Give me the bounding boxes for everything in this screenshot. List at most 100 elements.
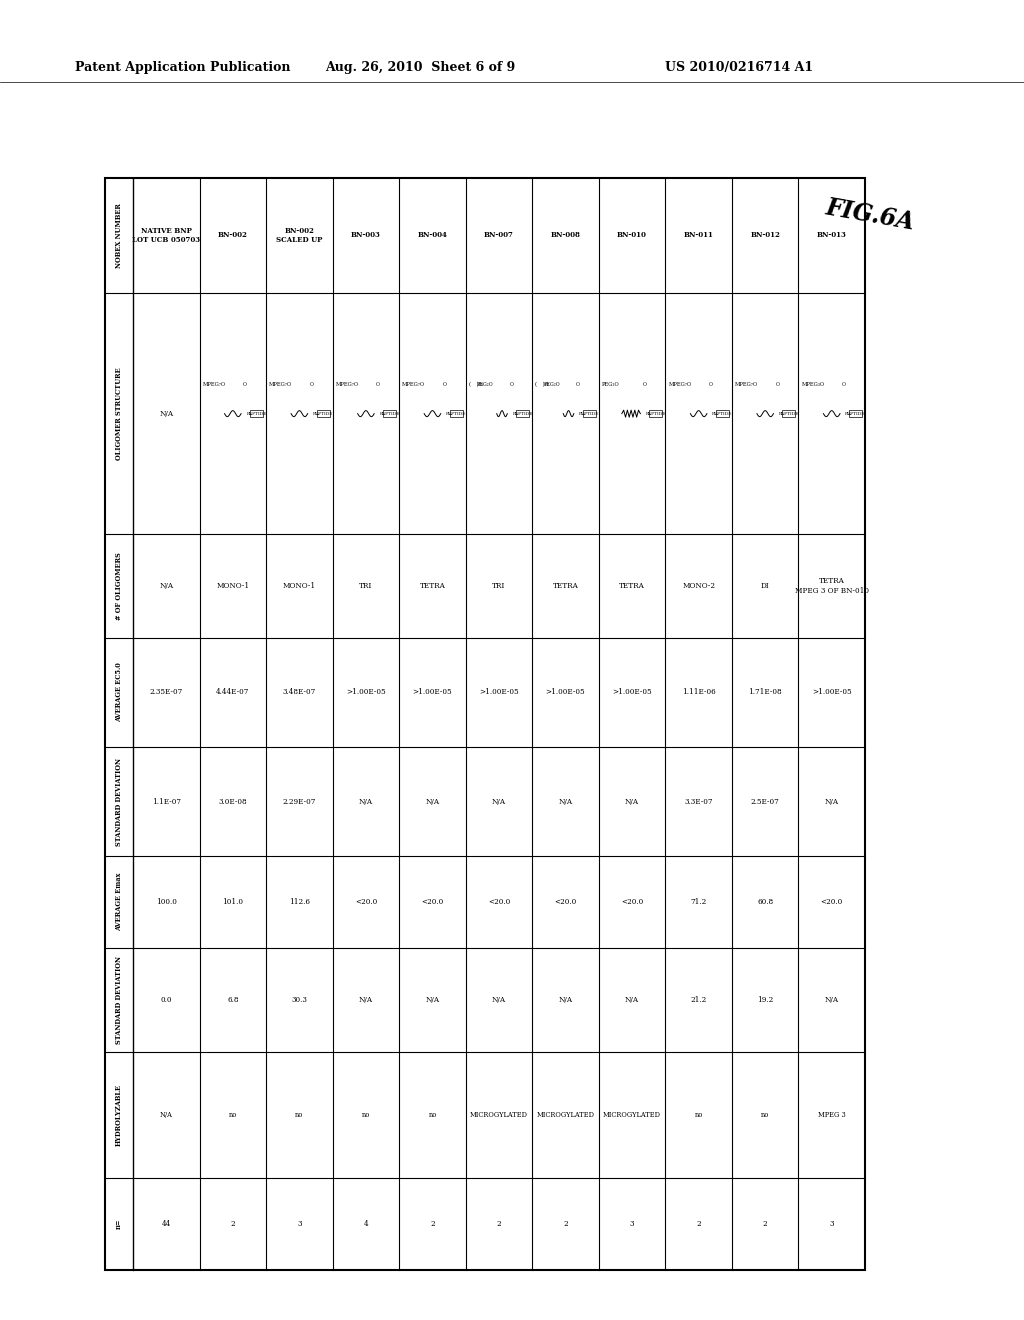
Text: PEPTIDE: PEPTIDE	[446, 412, 467, 416]
Text: STANDARD DEVIATION: STANDARD DEVIATION	[115, 956, 123, 1044]
Text: 60.8: 60.8	[757, 898, 773, 906]
Text: # OF OLIGOMERS: # OF OLIGOMERS	[115, 552, 123, 620]
FancyBboxPatch shape	[316, 411, 330, 417]
Text: 2: 2	[430, 1220, 435, 1228]
Text: DI: DI	[761, 582, 770, 590]
Text: >1.00E-05: >1.00E-05	[346, 689, 386, 697]
Text: NATIVE BNP
LOT UCB 050703: NATIVE BNP LOT UCB 050703	[132, 227, 201, 244]
Text: BN-008: BN-008	[551, 231, 581, 239]
Text: 2: 2	[230, 1220, 236, 1228]
Text: N/A: N/A	[358, 797, 373, 805]
Text: PEPTIDE: PEPTIDE	[845, 412, 865, 416]
Text: 19.2: 19.2	[757, 995, 773, 1005]
Text: HYDROLYZABLE: HYDROLYZABLE	[115, 1084, 123, 1146]
Text: no: no	[361, 1111, 370, 1119]
Text: no: no	[295, 1111, 303, 1119]
Text: TETRA: TETRA	[420, 582, 445, 590]
Text: N/A: N/A	[492, 797, 506, 805]
Text: no: no	[428, 1111, 436, 1119]
Text: 3.3E-07: 3.3E-07	[684, 797, 713, 805]
Text: 44: 44	[162, 1220, 171, 1228]
Text: no: no	[761, 1111, 769, 1119]
Text: <20.0: <20.0	[421, 898, 443, 906]
Text: 3: 3	[829, 1220, 834, 1228]
Text: N/A: N/A	[159, 409, 173, 417]
Text: STANDARD DEVIATION: STANDARD DEVIATION	[115, 758, 123, 846]
Text: O: O	[509, 383, 513, 387]
Text: <20.0: <20.0	[487, 898, 510, 906]
Text: TRI: TRI	[493, 582, 506, 590]
Text: AVERAGE EC5.0: AVERAGE EC5.0	[115, 663, 123, 722]
Text: 4.44E-07: 4.44E-07	[216, 689, 250, 697]
Text: O: O	[775, 383, 779, 387]
FancyBboxPatch shape	[583, 411, 596, 417]
Text: PEPTIDE: PEPTIDE	[645, 412, 667, 416]
Text: PEG₃O: PEG₃O	[602, 383, 620, 387]
Text: AVERAGE Emax: AVERAGE Emax	[115, 873, 123, 932]
FancyBboxPatch shape	[383, 411, 396, 417]
Text: Patent Application Publication: Patent Application Publication	[75, 62, 291, 74]
Text: N/A: N/A	[824, 995, 839, 1005]
Text: 3.0E-08: 3.0E-08	[218, 797, 247, 805]
Text: N/A: N/A	[625, 797, 639, 805]
FancyBboxPatch shape	[516, 411, 529, 417]
Text: PEPTIDE: PEPTIDE	[513, 412, 534, 416]
Text: O: O	[243, 383, 247, 387]
Text: no: no	[694, 1111, 702, 1119]
Text: TRI: TRI	[359, 582, 373, 590]
Text: 30.3: 30.3	[292, 995, 307, 1005]
Text: MPEG₇O: MPEG₇O	[269, 383, 292, 387]
Text: N/A: N/A	[625, 995, 639, 1005]
Text: Aug. 26, 2010  Sheet 6 of 9: Aug. 26, 2010 Sheet 6 of 9	[325, 62, 515, 74]
Text: 4: 4	[364, 1220, 369, 1228]
Text: 101.0: 101.0	[222, 898, 244, 906]
Text: MPEG₃O: MPEG₃O	[802, 383, 824, 387]
Text: <20.0: <20.0	[354, 898, 377, 906]
Text: FIG.6A: FIG.6A	[823, 195, 916, 235]
Text: MPEG₇O: MPEG₇O	[203, 383, 225, 387]
Text: BN-002
SCALED UP: BN-002 SCALED UP	[276, 227, 323, 244]
Text: PEG₂O: PEG₂O	[544, 383, 560, 387]
FancyBboxPatch shape	[450, 411, 463, 417]
Text: O: O	[309, 383, 313, 387]
Text: n=: n=	[115, 1218, 123, 1229]
Text: N/A: N/A	[358, 995, 373, 1005]
FancyBboxPatch shape	[649, 411, 663, 417]
Text: 2.29E-07: 2.29E-07	[283, 797, 316, 805]
Text: 2: 2	[497, 1220, 502, 1228]
Text: TETRA: TETRA	[553, 582, 579, 590]
Text: OLIGOMER STRUCTURE: OLIGOMER STRUCTURE	[115, 367, 123, 459]
Text: MPEG 3: MPEG 3	[818, 1111, 846, 1119]
Text: PEPTIDE: PEPTIDE	[778, 412, 799, 416]
Text: MICROGYLATED: MICROGYLATED	[470, 1111, 528, 1119]
FancyBboxPatch shape	[782, 411, 796, 417]
Text: 112.6: 112.6	[289, 898, 310, 906]
Text: BN-013: BN-013	[817, 231, 847, 239]
Text: MONO-2: MONO-2	[682, 582, 715, 590]
Text: <20.0: <20.0	[621, 898, 643, 906]
Text: O: O	[376, 383, 380, 387]
Text: TETRA
MPEG 3 OF BN-010: TETRA MPEG 3 OF BN-010	[795, 577, 868, 595]
Text: O: O	[842, 383, 846, 387]
Text: N/A: N/A	[824, 797, 839, 805]
Text: 2.5E-07: 2.5E-07	[751, 797, 779, 805]
Text: N/A: N/A	[558, 995, 572, 1005]
Text: O: O	[575, 383, 580, 387]
Text: 1.71E-08: 1.71E-08	[749, 689, 782, 697]
Text: N/A: N/A	[160, 1111, 173, 1119]
Text: MPEG₇O: MPEG₇O	[735, 383, 758, 387]
Text: 0.0: 0.0	[161, 995, 172, 1005]
Text: BN-002: BN-002	[218, 231, 248, 239]
Text: MONO-1: MONO-1	[216, 582, 250, 590]
FancyBboxPatch shape	[716, 411, 729, 417]
Text: PEPTIDE: PEPTIDE	[579, 412, 600, 416]
Text: 2: 2	[763, 1220, 768, 1228]
Text: 1.1E-07: 1.1E-07	[152, 797, 181, 805]
Text: 6.8: 6.8	[227, 995, 239, 1005]
Text: 2.35E-07: 2.35E-07	[150, 689, 183, 697]
Text: (  )₁₀: ( )₁₀	[536, 381, 549, 387]
Text: 3.48E-07: 3.48E-07	[283, 689, 316, 697]
Text: O: O	[642, 383, 646, 387]
Text: >1.00E-05: >1.00E-05	[546, 689, 586, 697]
FancyBboxPatch shape	[849, 411, 862, 417]
